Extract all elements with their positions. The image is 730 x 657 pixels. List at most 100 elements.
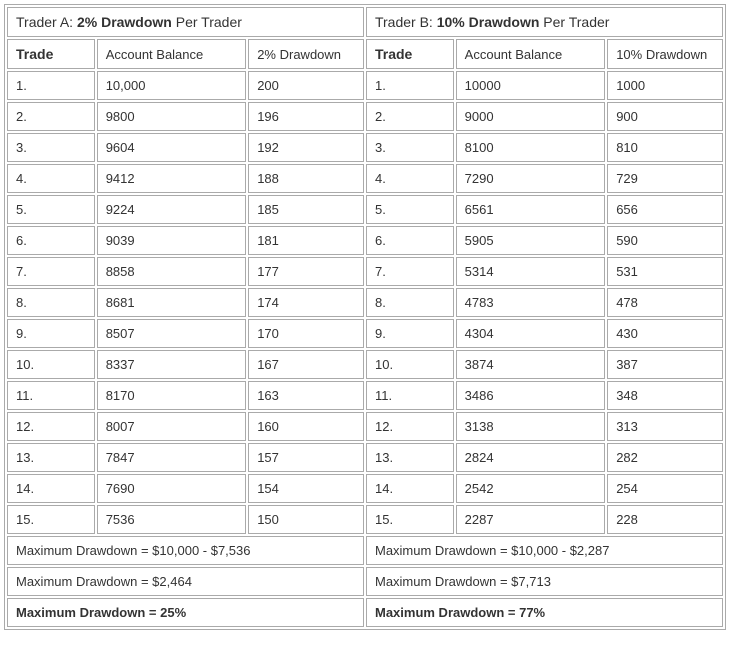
trader-a-trade-num: 14. (7, 474, 95, 503)
table-row: 5.92241855.6561656 (7, 195, 723, 224)
trader-b-drawdown: 254 (607, 474, 723, 503)
trader-b-trade-num: 9. (366, 319, 454, 348)
table-row: 13.784715713.2824282 (7, 443, 723, 472)
trader-b-drawdown: 228 (607, 505, 723, 534)
table-row: 15.753615015.2287228 (7, 505, 723, 534)
trader-b-trade-num: 4. (366, 164, 454, 193)
trader-a-trade-num: 3. (7, 133, 95, 162)
trader-a-trade-num: 8. (7, 288, 95, 317)
trader-a-footer-amount: Maximum Drawdown = $2,464 (7, 567, 364, 596)
table-row: 6.90391816.5905590 (7, 226, 723, 255)
trader-b-drawdown: 282 (607, 443, 723, 472)
trader-a-balance: 8507 (97, 319, 247, 348)
trader-a-balance: 9800 (97, 102, 247, 131)
trader-a-drawdown: 170 (248, 319, 364, 348)
trader-b-trade-num: 14. (366, 474, 454, 503)
trader-b-drawdown: 478 (607, 288, 723, 317)
trader-b-drawdown: 313 (607, 412, 723, 441)
trader-b-footer-amount: Maximum Drawdown = $7,713 (366, 567, 723, 596)
trader-b-drawdown: 1000 (607, 71, 723, 100)
trader-a-trade-num: 12. (7, 412, 95, 441)
trader-a-drawdown: 157 (248, 443, 364, 472)
trader-a-drawdown: 174 (248, 288, 364, 317)
trader-a-footer-percent: Maximum Drawdown = 25% (7, 598, 364, 627)
trader-b-balance: 4783 (456, 288, 606, 317)
trader-b-drawdown: 590 (607, 226, 723, 255)
trader-b-drawdown: 810 (607, 133, 723, 162)
trader-b-trade-num: 1. (366, 71, 454, 100)
trader-a-balance: 8337 (97, 350, 247, 379)
trader-b-trade-num: 6. (366, 226, 454, 255)
trader-a-drawdown: 185 (248, 195, 364, 224)
trader-b-title: Trader B: 10% Drawdown Per Trader (366, 7, 723, 37)
table-row: 2.98001962.9000900 (7, 102, 723, 131)
table-row: 8.86811748.4783478 (7, 288, 723, 317)
trader-b-balance: 5905 (456, 226, 606, 255)
trader-b-drawdown: 387 (607, 350, 723, 379)
trader-a-drawdown: 167 (248, 350, 364, 379)
trader-b-balance: 3874 (456, 350, 606, 379)
trader-a-drawdown: 154 (248, 474, 364, 503)
trader-a-drawdown: 188 (248, 164, 364, 193)
trader-b-trade-num: 12. (366, 412, 454, 441)
trader-a-balance: 9604 (97, 133, 247, 162)
trader-b-balance: 4304 (456, 319, 606, 348)
trader-a-footer-range: Maximum Drawdown = $10,000 - $7,536 (7, 536, 364, 565)
trader-b-trade-num: 15. (366, 505, 454, 534)
table-row: 7.88581777.5314531 (7, 257, 723, 286)
trader-b-trade-num: 3. (366, 133, 454, 162)
trader-a-title: Trader A: 2% Drawdown Per Trader (7, 7, 364, 37)
trader-b-balance: 2824 (456, 443, 606, 472)
trader-b-trade-num: 10. (366, 350, 454, 379)
trader-a-balance: 7847 (97, 443, 247, 472)
trader-a-balance: 9039 (97, 226, 247, 255)
trader-b-balance: 9000 (456, 102, 606, 131)
trader-a-drawdown: 177 (248, 257, 364, 286)
trader-b-title-suffix: Per Trader (539, 14, 609, 30)
trader-a-trade-num: 13. (7, 443, 95, 472)
trader-b-footer-percent: Maximum Drawdown = 77% (366, 598, 723, 627)
trader-b-title-bold: 10% Drawdown (437, 14, 540, 30)
trader-b-balance: 8100 (456, 133, 606, 162)
trader-b-drawdown: 531 (607, 257, 723, 286)
table-row: 11.817016311.3486348 (7, 381, 723, 410)
trader-a-trade-num: 5. (7, 195, 95, 224)
table-row: 14.769015414.2542254 (7, 474, 723, 503)
trader-a-drawdown: 196 (248, 102, 364, 131)
trader-b-balance: 5314 (456, 257, 606, 286)
trader-b-title-prefix: Trader B: (375, 14, 437, 30)
trader-a-drawdown: 163 (248, 381, 364, 410)
table-row: 4.94121884.7290729 (7, 164, 723, 193)
trader-b-balance: 10000 (456, 71, 606, 100)
trader-a-balance: 9224 (97, 195, 247, 224)
trader-b-drawdown: 900 (607, 102, 723, 131)
trader-a-title-prefix: Trader A: (16, 14, 77, 30)
table-row: 12.800716012.3138313 (7, 412, 723, 441)
drawdown-comparison-table: Trader A: 2% Drawdown Per TraderTrader B… (4, 4, 726, 630)
trader-b-header-trade: Trade (366, 39, 454, 69)
trader-a-balance: 7690 (97, 474, 247, 503)
trader-a-trade-num: 7. (7, 257, 95, 286)
trader-a-balance: 8858 (97, 257, 247, 286)
trader-a-trade-num: 9. (7, 319, 95, 348)
trader-b-header-drawdown: 10% Drawdown (607, 39, 723, 69)
trader-a-trade-num: 1. (7, 71, 95, 100)
trader-b-balance: 3486 (456, 381, 606, 410)
trader-a-title-bold: 2% Drawdown (77, 14, 172, 30)
trader-b-trade-num: 13. (366, 443, 454, 472)
trader-b-balance: 3138 (456, 412, 606, 441)
trader-a-balance: 8007 (97, 412, 247, 441)
trader-a-trade-num: 15. (7, 505, 95, 534)
trader-a-drawdown: 181 (248, 226, 364, 255)
trader-b-drawdown: 656 (607, 195, 723, 224)
trader-a-balance: 10,000 (97, 71, 247, 100)
trader-a-drawdown: 192 (248, 133, 364, 162)
table-row: 1.10,0002001.100001000 (7, 71, 723, 100)
trader-b-trade-num: 5. (366, 195, 454, 224)
trader-b-drawdown: 430 (607, 319, 723, 348)
trader-b-trade-num: 7. (366, 257, 454, 286)
table-row: 9.85071709.4304430 (7, 319, 723, 348)
trader-a-trade-num: 4. (7, 164, 95, 193)
table-row: 10.833716710.3874387 (7, 350, 723, 379)
trader-a-header-trade: Trade (7, 39, 95, 69)
